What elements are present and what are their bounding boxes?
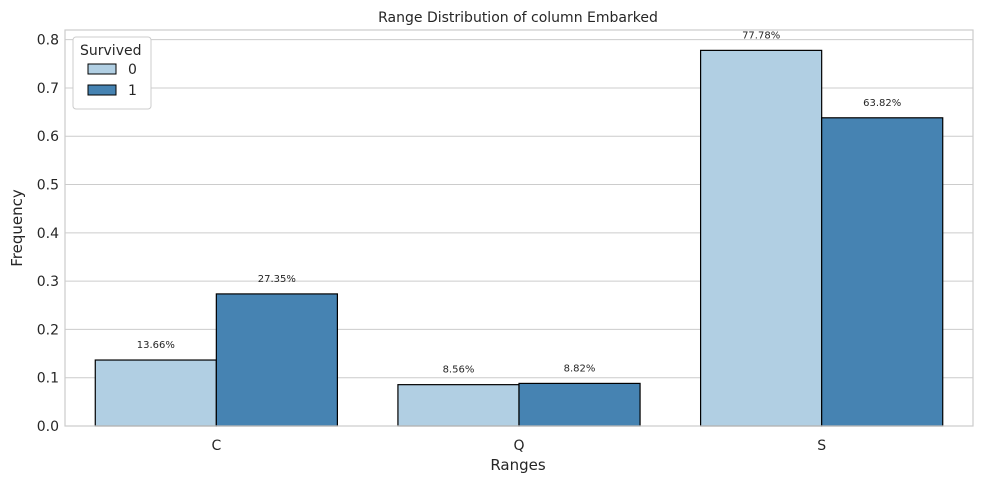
data-label: 27.35% bbox=[258, 274, 296, 285]
x-tick-label: S bbox=[817, 438, 826, 454]
y-tick-label: 0.4 bbox=[37, 226, 59, 242]
y-tick-label: 0.1 bbox=[37, 371, 59, 387]
y-tick-label: 0.8 bbox=[37, 33, 59, 49]
legend-title: Survived bbox=[80, 43, 141, 59]
bar-Q-series-0 bbox=[397, 384, 520, 427]
x-tick-label: C bbox=[211, 438, 221, 454]
bars bbox=[94, 49, 944, 427]
bar-S-series-0 bbox=[699, 49, 823, 427]
y-axis-label: Frequency bbox=[8, 189, 26, 267]
y-tick-label: 0.6 bbox=[37, 129, 59, 145]
bar-Q-series-1 bbox=[518, 382, 641, 427]
x-axis-label: Ranges bbox=[490, 456, 546, 474]
y-tick-label: 0.7 bbox=[37, 81, 59, 97]
y-axis-ticks: 0.0 0.1 0.2 0.3 0.4 0.5 0.6 0.7 0.8 bbox=[37, 33, 59, 435]
bar-C-series-0 bbox=[94, 359, 217, 427]
legend-swatch bbox=[87, 63, 117, 75]
chart-title: Range Distribution of column Embarked bbox=[378, 10, 658, 26]
legend-label: 1 bbox=[128, 83, 137, 99]
data-label: 63.82% bbox=[863, 98, 901, 109]
data-label: 8.82% bbox=[564, 363, 596, 374]
y-tick-label: 0.5 bbox=[37, 178, 59, 194]
legend: Survived 0 1 bbox=[72, 36, 152, 110]
y-tick-label: 0.3 bbox=[37, 274, 59, 290]
legend-label: 0 bbox=[128, 62, 137, 78]
data-label: 13.66% bbox=[137, 340, 175, 351]
plot-frame bbox=[64, 29, 974, 427]
y-tick-label: 0.2 bbox=[37, 322, 59, 338]
data-label: 8.56% bbox=[443, 365, 475, 376]
bar-C-series-1 bbox=[215, 293, 338, 427]
legend-swatch bbox=[87, 84, 117, 96]
x-tick-label: Q bbox=[513, 438, 524, 454]
bar-S-series-1 bbox=[821, 117, 944, 427]
data-labels: 13.66% 8.56% 77.78% 27.35% 8.82% 63.82% bbox=[137, 30, 902, 375]
y-tick-label: 0.0 bbox=[37, 419, 59, 435]
data-label: 77.78% bbox=[742, 30, 780, 41]
